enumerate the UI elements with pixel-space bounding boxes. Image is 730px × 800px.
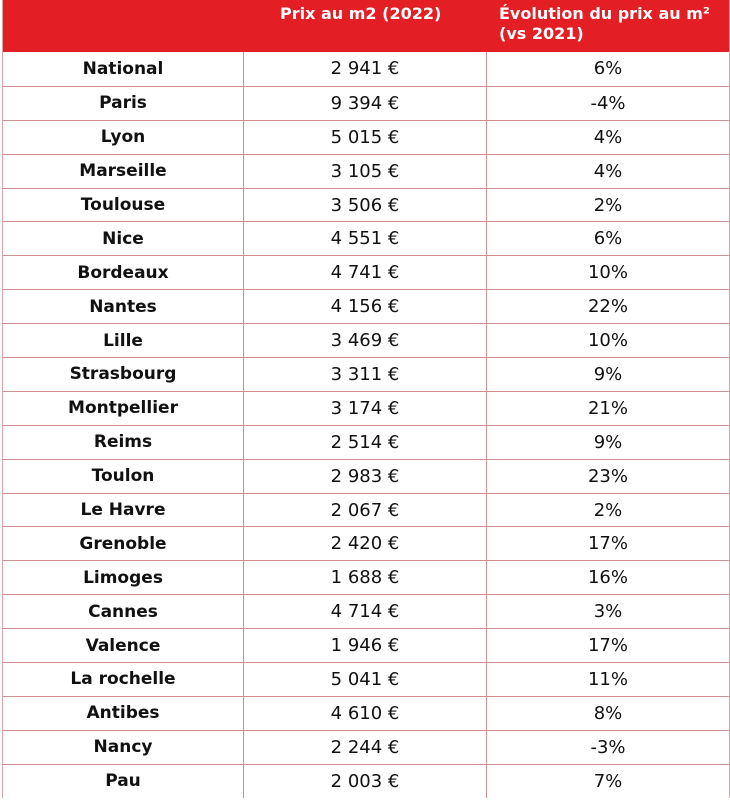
city-cell: La rochelle: [3, 663, 244, 696]
table-row: La rochelle 5 041 € 11%: [3, 662, 729, 696]
table-row: Strasbourg 3 311 € 9%: [3, 357, 729, 391]
city-cell: Montpellier: [3, 391, 244, 425]
price-cell: 3 105 €: [244, 154, 487, 188]
city-cell: Valence: [3, 629, 244, 663]
table-row: Paris 9 394 € -4%: [3, 85, 729, 120]
header-price: Prix au m2 (2022): [280, 4, 442, 23]
table-row: National 2 941 € 6%: [3, 52, 729, 86]
evolution-cell: 2%: [593, 499, 623, 521]
table-row: Lille 3 469 € 10%: [3, 323, 729, 358]
evolution-cell: 2%: [593, 194, 623, 216]
evolution-cell: 9%: [593, 363, 623, 385]
evolution-cell: 3%: [593, 601, 623, 623]
price-cell: 2 244 €: [244, 730, 487, 764]
price-cell: 4 741 €: [244, 256, 487, 290]
price-cell: 1 688 €: [244, 561, 487, 595]
city-cell: Lille: [3, 324, 244, 358]
city-cell: Antibes: [3, 696, 244, 730]
city-cell: Limoges: [3, 561, 244, 595]
price-cell: 5 015 €: [244, 120, 487, 154]
evolution-cell: 17%: [587, 533, 628, 555]
city-cell: Paris: [3, 86, 244, 120]
evolution-cell: 17%: [587, 635, 628, 657]
table-row: Reims 2 514 € 9%: [3, 424, 729, 459]
city-cell: Grenoble: [3, 527, 244, 561]
city-cell: Nancy: [3, 730, 244, 764]
evolution-cell: -4%: [590, 92, 626, 114]
table-row: Grenoble 2 420 € 17%: [3, 526, 729, 561]
table-row: Nantes 4 156 € 22%: [3, 289, 729, 324]
evolution-cell: 8%: [593, 702, 623, 724]
city-cell: Lyon: [3, 120, 244, 154]
table-row: Pau 2 003 € 7%: [3, 763, 729, 798]
evolution-cell: 6%: [593, 228, 623, 250]
evolution-cell: 11%: [587, 668, 628, 690]
city-cell: Toulouse: [3, 188, 244, 222]
city-cell: Cannes: [3, 595, 244, 629]
table-row: Nice 4 551 € 6%: [3, 221, 729, 256]
city-cell: Marseille: [3, 154, 244, 188]
table-row: Cannes 4 714 € 3%: [3, 594, 729, 629]
city-cell: Nice: [3, 222, 244, 256]
evolution-cell: 7%: [593, 770, 623, 792]
table-row: Toulouse 3 506 € 2%: [3, 187, 729, 222]
table-row: Valence 1 946 € 17%: [3, 628, 729, 663]
evolution-cell: 9%: [593, 431, 623, 453]
evolution-cell: 10%: [587, 330, 628, 352]
city-cell: Strasbourg: [3, 358, 244, 391]
evolution-cell: -3%: [590, 736, 626, 758]
price-cell: 3 506 €: [244, 188, 487, 222]
header-city: [3, 0, 244, 52]
evolution-cell: 16%: [587, 567, 628, 589]
city-cell: Pau: [3, 764, 244, 798]
city-cell: Bordeaux: [3, 256, 244, 290]
price-cell: 1 946 €: [244, 629, 487, 663]
city-cell: National: [3, 52, 244, 86]
table-row: Lyon 5 015 € 4%: [3, 119, 729, 154]
price-cell: 4 610 €: [244, 696, 487, 730]
evolution-cell: 6%: [593, 58, 623, 80]
price-cell: 2 067 €: [244, 493, 487, 527]
table-row: Nancy 2 244 € -3%: [3, 729, 729, 764]
price-cell: 4 156 €: [244, 290, 487, 324]
table-row: Toulon 2 983 € 23%: [3, 458, 729, 493]
price-cell: 3 311 €: [244, 358, 487, 391]
price-cell: 2 420 €: [244, 527, 487, 561]
city-cell: Reims: [3, 425, 244, 459]
price-cell: 5 041 €: [244, 663, 487, 696]
table-header: Prix au m2 (2022) Évolution du prix au m…: [3, 0, 729, 52]
city-cell: Nantes: [3, 290, 244, 324]
table-row: Montpellier 3 174 € 21%: [3, 390, 729, 425]
evolution-cell: 21%: [587, 397, 628, 419]
price-cell: 2 514 €: [244, 425, 487, 459]
table-row: Le Havre 2 067 € 2%: [3, 492, 729, 527]
table-body: National 2 941 € 6% Paris 9 394 € -4% Ly…: [3, 52, 729, 798]
evolution-cell: 10%: [587, 262, 628, 284]
price-cell: 2 983 €: [244, 459, 487, 493]
table-row: Limoges 1 688 € 16%: [3, 560, 729, 595]
price-cell: 4 551 €: [244, 222, 487, 256]
table-row: Bordeaux 4 741 € 10%: [3, 255, 729, 290]
header-evolution: Évolution du prix au m² (vs 2021): [499, 4, 710, 43]
city-cell: Le Havre: [3, 493, 244, 527]
evolution-cell: 23%: [587, 465, 628, 487]
price-cell: 2 941 €: [244, 52, 487, 86]
evolution-cell: 4%: [593, 126, 623, 148]
price-cell: 3 469 €: [244, 324, 487, 358]
table-row: Marseille 3 105 € 4%: [3, 153, 729, 188]
evolution-cell: 22%: [587, 296, 628, 318]
table-row: Antibes 4 610 € 8%: [3, 695, 729, 730]
evolution-cell: 4%: [593, 160, 623, 182]
price-cell: 4 714 €: [244, 595, 487, 629]
price-cell: 3 174 €: [244, 391, 487, 425]
price-cell: 2 003 €: [244, 764, 487, 798]
price-cell: 9 394 €: [244, 86, 487, 120]
city-cell: Toulon: [3, 459, 244, 493]
